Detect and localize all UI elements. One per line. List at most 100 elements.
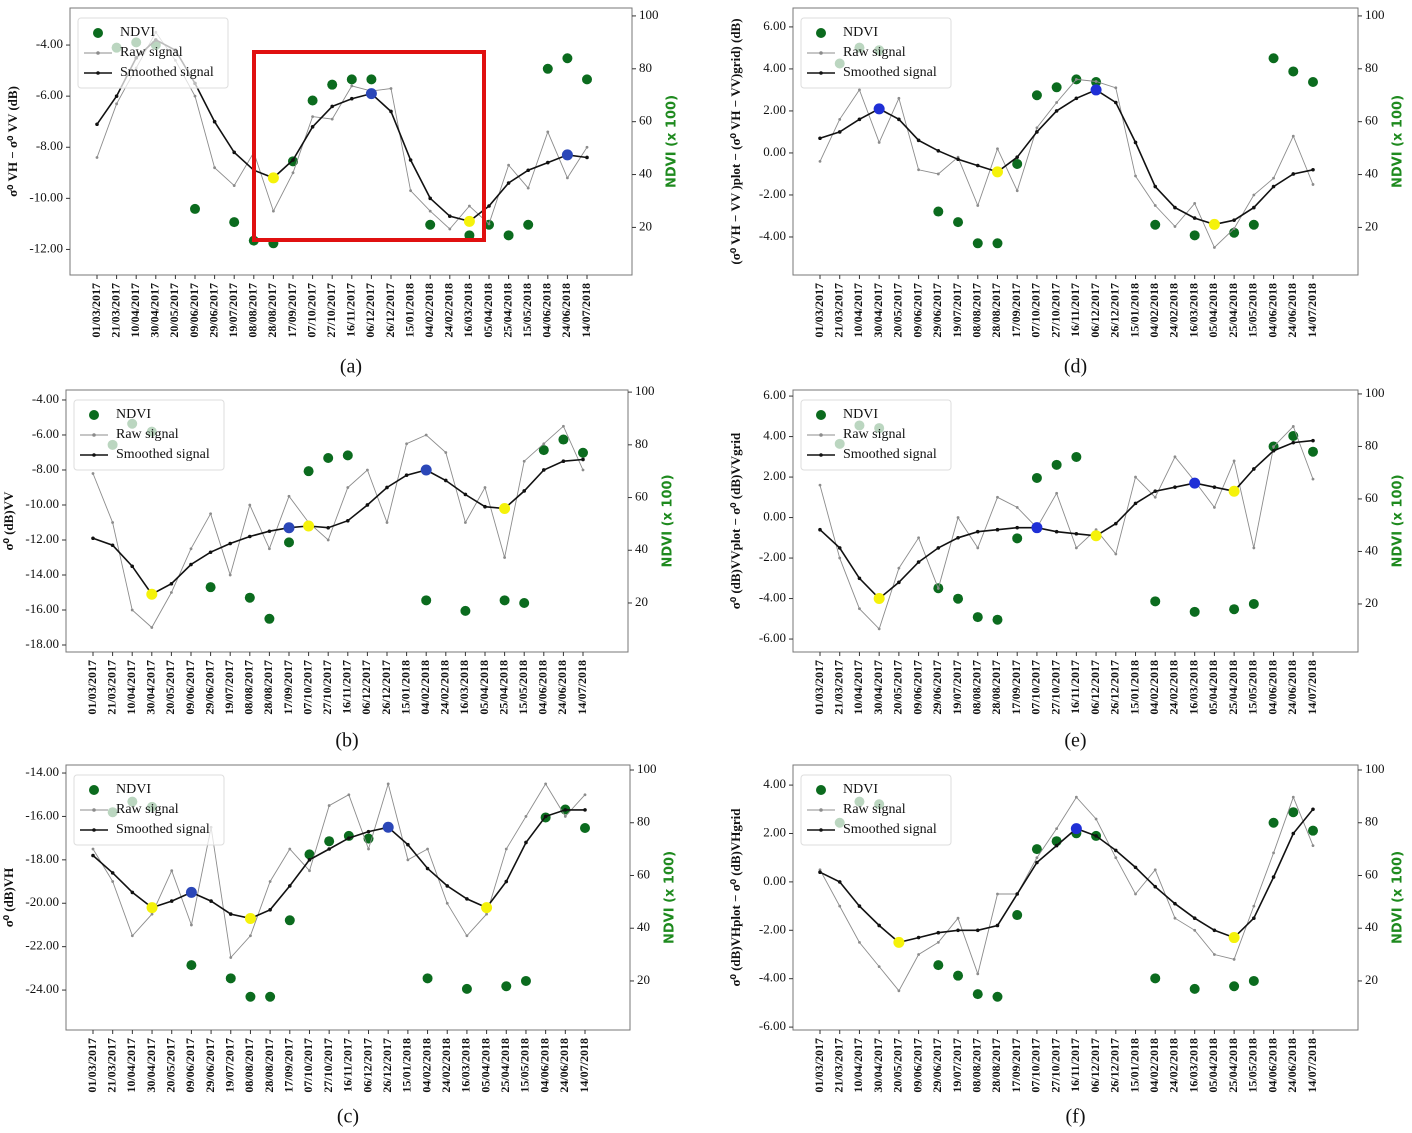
series-point [248, 534, 252, 539]
series-point [877, 627, 881, 631]
panel: 6.00 4.00 2.00 0.00 -2.00 -4.00 -6.00 20 40 60 80 1… [728, 385, 1406, 752]
series-point [311, 115, 314, 118]
series-point [1015, 525, 1019, 530]
panel: -4.00 -6.00 -8.00 -10.00 -12.00 -14.00 -16.00 -… [1, 383, 676, 752]
series-point [1055, 101, 1059, 104]
series-point [268, 880, 272, 883]
x-tick-label: 21/03/2017 [831, 660, 845, 715]
x-tick-label: 20/05/2017 [891, 660, 905, 715]
series-point [464, 521, 467, 524]
highlight-point [893, 936, 905, 948]
series-point [1232, 957, 1236, 961]
series-point [267, 529, 272, 534]
y-tick-label: 2.00 [763, 102, 786, 117]
ndvi-point [229, 217, 240, 228]
x-tick-label: 04/06/2018 [537, 1038, 551, 1093]
x-tick-label: 04/06/2018 [1265, 283, 1279, 338]
ndvi-point [342, 450, 353, 461]
series-point [877, 923, 881, 928]
series-point [232, 150, 236, 155]
x-tick-label: 30/04/2017 [144, 660, 158, 715]
y2-axis-label: NDVI (x 100) [661, 474, 676, 567]
x-tick-label: 16/11/2017 [1068, 283, 1082, 337]
ndvi-point [1288, 807, 1299, 818]
legend-label: Smoothed signal [116, 447, 210, 462]
ndvi-point [1051, 459, 1062, 470]
series-point [130, 608, 134, 612]
series-point [526, 168, 530, 173]
series-point [1094, 80, 1098, 83]
series-point [936, 587, 940, 590]
series-point [857, 117, 862, 122]
ndvi-point [562, 53, 573, 64]
series-point [1252, 467, 1256, 471]
x-tick-label: 15/01/2018 [1127, 1038, 1141, 1093]
series-point [268, 907, 272, 912]
series-point [1291, 425, 1295, 428]
series-point [975, 163, 980, 168]
legend-marker [816, 410, 826, 420]
x-tick-label: 05/04/2018 [1206, 1038, 1220, 1093]
series-point [561, 459, 566, 464]
series-point [1054, 529, 1059, 534]
x-tick-label: 24/06/2018 [1285, 283, 1299, 338]
x-tick-label: 26/12/2017 [380, 1038, 394, 1093]
ndvi-point [992, 614, 1003, 625]
x-tick-label: 26/12/2017 [379, 660, 393, 715]
series-point [169, 899, 174, 903]
series-point [581, 468, 585, 472]
series-point [326, 538, 330, 542]
x-tick-label: 14/07/2018 [579, 283, 593, 338]
x-tick-label: 26/12/2017 [1108, 660, 1122, 715]
series-point [956, 536, 960, 540]
series-point [506, 181, 511, 185]
highlight-point [1208, 218, 1220, 230]
series-point [583, 793, 587, 797]
y2-tick-label: 100 [635, 383, 655, 398]
series-point [1074, 78, 1078, 81]
series-point [212, 119, 217, 124]
series-point [228, 912, 233, 916]
highlight-point [382, 821, 394, 833]
y-tick-label: -18.00 [25, 851, 59, 866]
y2-tick-label: 80 [1365, 814, 1378, 829]
series-point [857, 904, 862, 908]
series-point [130, 934, 134, 938]
series-line [819, 425, 1314, 630]
series-point [507, 163, 510, 167]
y2-tick-label: 60 [1365, 490, 1378, 505]
x-tick-label: 04/02/2018 [1147, 1038, 1161, 1093]
y-tick-label: -12.00 [25, 531, 59, 546]
series-point [426, 847, 429, 851]
ndvi-point [1031, 90, 1042, 101]
y2-tick-label: 20 [1365, 972, 1378, 987]
series-point [1232, 227, 1236, 230]
x-tick-label: 26/12/2017 [383, 283, 397, 338]
y2-tick-label: 60 [639, 113, 652, 128]
series-point [585, 145, 589, 149]
legend-marker [92, 808, 96, 812]
x-tick-label: 16/11/2017 [344, 283, 358, 337]
y2-tick-label: 80 [1365, 60, 1378, 75]
x-tick-label: 19/07/2017 [226, 283, 240, 338]
legend-label: Raw signal [843, 45, 906, 60]
x-tick-label: 15/01/2018 [398, 660, 412, 715]
series-point [897, 117, 901, 122]
ndvi-point [503, 230, 514, 241]
series-point [917, 536, 920, 540]
x-tick-label: 05/04/2018 [1206, 283, 1220, 338]
series-point [1232, 218, 1236, 222]
highlight-point [463, 215, 475, 227]
series-point [208, 550, 213, 555]
series-point [232, 184, 236, 187]
series-point [524, 840, 528, 845]
y2-tick-label: 40 [1365, 542, 1378, 557]
x-tick-label: 15/01/2018 [402, 283, 416, 338]
y2-tick-label: 80 [639, 60, 652, 75]
caption: (c) [337, 1106, 359, 1128]
highlight-point [481, 902, 493, 914]
series-point [386, 782, 390, 786]
legend-marker [89, 410, 99, 420]
y2-tick-label: 100 [637, 761, 657, 776]
series-point [522, 489, 526, 493]
